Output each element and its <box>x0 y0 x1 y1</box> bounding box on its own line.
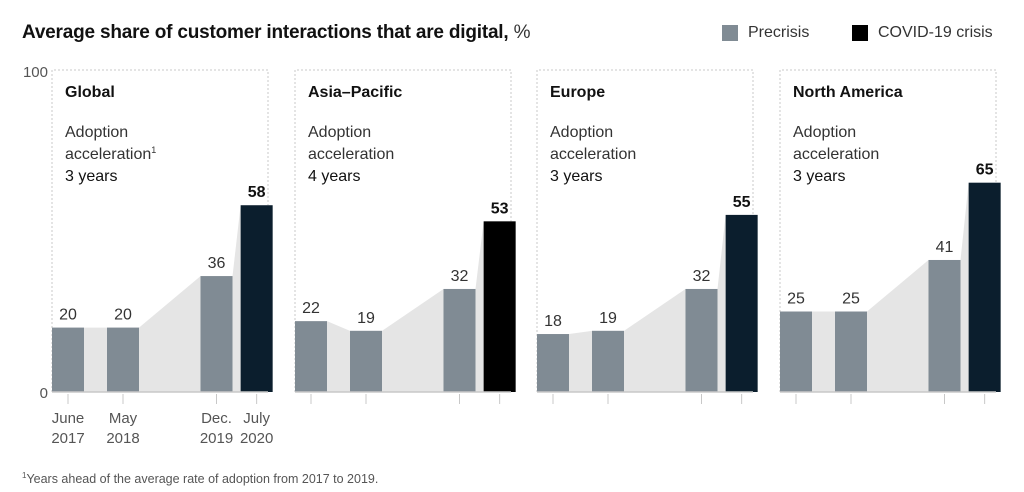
bar-global-1 <box>107 327 139 392</box>
data-label-europe-3: 55 <box>733 194 751 211</box>
legend-item-precrisis: Precrisis <box>722 24 809 42</box>
area-europe <box>537 214 758 392</box>
x-tick-label-0-line1: June <box>52 410 85 427</box>
bar-global-3 <box>240 205 273 392</box>
data-label-global-1: 20 <box>114 307 132 324</box>
data-label-asia-pacific-2: 32 <box>451 268 469 285</box>
bar-north-america-3 <box>968 182 1001 392</box>
bar-north-america-2 <box>928 259 961 392</box>
area-global <box>52 205 273 392</box>
bar-asia-pacific-1 <box>350 330 382 392</box>
chart-title: Average share of customer interactions t… <box>22 22 530 44</box>
panel-frame-global <box>51 69 269 392</box>
legend-item-covid: COVID-19 crisis <box>852 24 993 42</box>
data-label-europe-1: 19 <box>599 310 617 327</box>
panel-subtitle1-asia-pacific: Adoption <box>308 124 371 141</box>
area-north-america <box>780 182 1001 392</box>
panel-title-europe: Europe <box>550 84 605 101</box>
panel-subtitle2-north-america: acceleration <box>793 146 879 163</box>
data-label-north-america-0: 25 <box>787 291 805 308</box>
data-label-asia-pacific-1: 19 <box>357 310 375 327</box>
data-label-europe-2: 32 <box>693 268 711 285</box>
data-label-global-2: 36 <box>208 255 226 272</box>
panel-frame-europe <box>536 69 754 392</box>
bar-europe-3 <box>725 214 758 392</box>
panel-subtitle2-asia-pacific: acceleration <box>308 146 394 163</box>
bar-europe-0 <box>537 334 569 392</box>
bar-europe-1 <box>592 330 624 392</box>
bar-asia-pacific-0 <box>295 321 327 392</box>
data-label-north-america-1: 25 <box>842 291 860 308</box>
x-tick-label-1-line1: May <box>109 410 138 427</box>
data-label-global-3: 58 <box>248 184 266 201</box>
legend-swatch-covid <box>852 25 868 41</box>
footnote-text: Years ahead of the average rate of adopt… <box>26 472 379 487</box>
title-unit: % <box>513 22 531 43</box>
bar-global-0 <box>52 327 84 392</box>
footnote-ref-global: 1 <box>151 145 156 155</box>
panel-subtitle2-europe: acceleration <box>550 146 636 163</box>
panel-title-asia-pacific: Asia–Pacific <box>308 84 402 101</box>
bar-north-america-1 <box>835 311 867 392</box>
bar-asia-pacific-2 <box>443 288 476 392</box>
panel-frame-asia-pacific <box>294 69 512 392</box>
x-tick-label-2-line1: Dec. <box>201 410 232 427</box>
y-tick-label-100: 100 <box>23 64 48 81</box>
x-tick-label-2-line2: 2019 <box>200 430 233 447</box>
panel-subtitle1-europe: Adoption <box>550 124 613 141</box>
panel-frame-north-america <box>779 69 997 392</box>
panel-title-north-america: North America <box>793 84 903 101</box>
panel-acceleration-asia-pacific: 4 years <box>308 168 360 185</box>
bar-asia-pacific-3 <box>483 221 516 392</box>
x-tick-label-0-line2: 2017 <box>51 430 84 447</box>
footnote-marker: 1 <box>22 471 27 480</box>
legend-swatch-precrisis <box>722 25 738 41</box>
bar-global-2 <box>200 276 233 392</box>
y-tick-label-0: 0 <box>40 385 48 402</box>
panel-acceleration-north-america: 3 years <box>793 168 845 185</box>
x-tick-label-3-line2: 2020 <box>240 430 273 447</box>
data-label-asia-pacific-0: 22 <box>302 300 320 317</box>
data-label-asia-pacific-3: 53 <box>491 200 509 217</box>
panel-subtitle1-north-america: Adoption <box>793 124 856 141</box>
panel-subtitle1-global: Adoption <box>65 124 128 141</box>
panel-subtitle2-global: acceleration1 <box>65 145 156 163</box>
data-label-global-0: 20 <box>59 307 77 324</box>
data-label-north-america-3: 65 <box>976 162 994 179</box>
title-text: Average share of customer interactions t… <box>22 22 509 43</box>
legend-label-covid: COVID-19 crisis <box>878 24 993 41</box>
panel-acceleration-europe: 3 years <box>550 168 602 185</box>
legend-label-precrisis: Precrisis <box>748 24 810 41</box>
bar-north-america-0 <box>780 311 812 392</box>
panel-title-global: Global <box>65 84 115 101</box>
x-tick-label-1-line2: 2018 <box>106 430 139 447</box>
x-tick-label-3-line1: July <box>243 410 270 427</box>
bar-europe-2 <box>685 288 718 392</box>
panel-acceleration-global: 3 years <box>65 168 117 185</box>
area-asia-pacific <box>295 221 516 392</box>
data-label-north-america-2: 41 <box>936 239 954 256</box>
data-label-europe-0: 18 <box>544 313 562 330</box>
footnote: 1Years ahead of the average rate of adop… <box>22 471 378 486</box>
